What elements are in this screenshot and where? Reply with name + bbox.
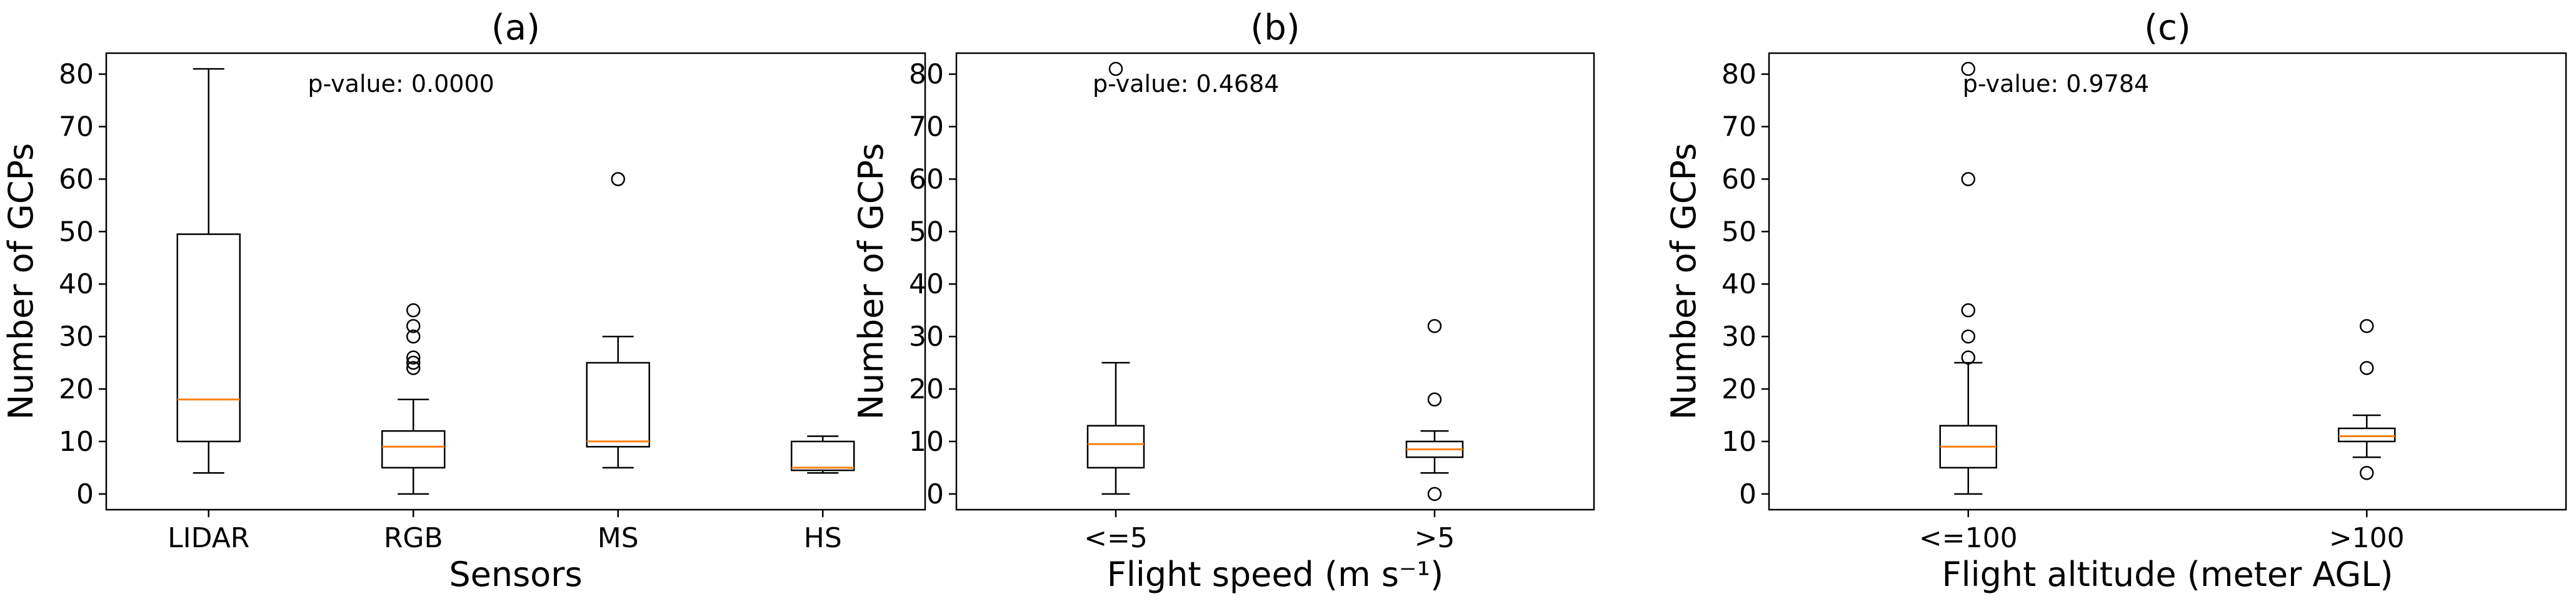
- y-tick-label: 60: [1722, 163, 1757, 195]
- panel-c: (c) 0 10 20 30 40 50 60 70 80 Number of GCPs <=100 >…: [1664, 8, 2567, 594]
- panel-title: (b): [1250, 8, 1300, 48]
- y-tick-label: 60: [909, 163, 944, 195]
- outlier-point: [1427, 319, 1442, 333]
- y-axis-label: Number of GCPs: [1664, 143, 1703, 420]
- x-axis-label: Flight speed (m s⁻¹): [1107, 555, 1443, 594]
- outlier-point: [1108, 61, 1123, 76]
- box-HS: [791, 435, 855, 474]
- outlier-point: [406, 355, 421, 370]
- outlier-point: [611, 172, 625, 186]
- outlier-point: [2360, 466, 2374, 480]
- outlier-point: [1961, 61, 1975, 76]
- x-tick-label: LIDAR: [168, 522, 249, 554]
- y-tick-label: 60: [59, 163, 94, 195]
- y-tick-label: 30: [59, 321, 94, 353]
- panel-a: (a) 0 10 20 30 40 50 60 70 80 Number of GCPs LIDAR R…: [1, 8, 926, 594]
- box-MS: [586, 172, 650, 469]
- y-tick-label: 0: [926, 478, 944, 510]
- y-tick-label: 70: [1722, 111, 1757, 143]
- x-tick-label: MS: [598, 522, 639, 554]
- iqr-box: [1086, 425, 1145, 469]
- y-tick-label: 80: [59, 59, 94, 91]
- y-tick-label: 50: [1722, 216, 1757, 248]
- y-tick-label: 10: [1722, 426, 1757, 458]
- panel-b: (b) 0 10 20 30 40 50 60 70 80 Number of GCPs <=5 >5F…: [851, 8, 1595, 594]
- panel-title: (c): [2144, 8, 2190, 48]
- y-tick-label: 0: [1739, 478, 1757, 510]
- x-tick-label: >100: [2329, 522, 2405, 554]
- x-tick-label: HS: [804, 522, 842, 554]
- y-tick-label: 50: [59, 216, 94, 248]
- x-tick-label: <=5: [1084, 522, 1148, 554]
- outlier-point: [1961, 172, 1975, 186]
- outlier-point: [406, 361, 421, 375]
- y-tick-label: 10: [909, 426, 944, 458]
- p-value-annotation: p-value: 0.9784: [1963, 70, 2149, 98]
- outlier-point: [406, 319, 421, 333]
- x-tick-label: >5: [1415, 522, 1455, 554]
- p-value-annotation: p-value: 0.0000: [308, 70, 494, 98]
- y-axis-label: Number of GCPs: [1, 143, 41, 420]
- iqr-box: [176, 233, 241, 443]
- y-tick-label: 30: [909, 321, 944, 353]
- plot-frame: [1768, 52, 2567, 511]
- x-tick-label: <=100: [1919, 522, 2018, 554]
- plot-frame: [105, 52, 926, 511]
- y-tick-label: 40: [59, 268, 94, 300]
- y-tick-label: 40: [1722, 268, 1757, 300]
- outlier-point: [1961, 350, 1975, 365]
- iqr-box: [791, 440, 855, 472]
- box-RGB: [381, 303, 446, 495]
- outlier-point: [1427, 487, 1442, 502]
- x-axis-label: Flight altitude (meter AGL): [1942, 555, 2393, 594]
- box-<=100: [1939, 61, 1997, 495]
- y-tick-label: 40: [909, 268, 944, 300]
- outlier-point: [406, 350, 421, 365]
- outlier-point: [1961, 303, 1975, 318]
- outlier-point: [406, 329, 421, 344]
- p-value-annotation: p-value: 0.4684: [1093, 70, 1279, 98]
- outlier-point: [1961, 329, 1975, 344]
- iqr-box: [381, 430, 446, 469]
- outlier-point: [2360, 361, 2374, 375]
- y-tick-label: 80: [909, 59, 944, 91]
- plot-frame: [955, 52, 1595, 511]
- panel-title: (a): [491, 8, 540, 48]
- y-tick-label: 20: [1722, 373, 1757, 405]
- outlier-point: [406, 303, 421, 318]
- outlier-point: [1427, 392, 1442, 407]
- y-tick-label: 20: [909, 373, 944, 405]
- x-axis-label: Sensors: [449, 555, 582, 594]
- box-LIDAR: [176, 68, 241, 474]
- iqr-box: [586, 361, 650, 448]
- y-axis-label: Number of GCPs: [851, 143, 891, 420]
- y-tick-label: 80: [1722, 59, 1757, 91]
- iqr-box: [2338, 427, 2396, 443]
- y-tick-label: 10: [59, 426, 94, 458]
- y-tick-label: 30: [1722, 321, 1757, 353]
- box->5: [1405, 319, 1464, 502]
- y-tick-label: 70: [59, 111, 94, 143]
- outlier-point: [2360, 319, 2374, 333]
- x-tick-label: RGB: [384, 522, 443, 554]
- y-tick-label: 20: [59, 373, 94, 405]
- y-tick-label: 0: [76, 478, 94, 510]
- y-tick-label: 70: [909, 111, 944, 143]
- box->100: [2338, 319, 2396, 480]
- y-tick-label: 50: [909, 216, 944, 248]
- box-<=5: [1086, 61, 1145, 495]
